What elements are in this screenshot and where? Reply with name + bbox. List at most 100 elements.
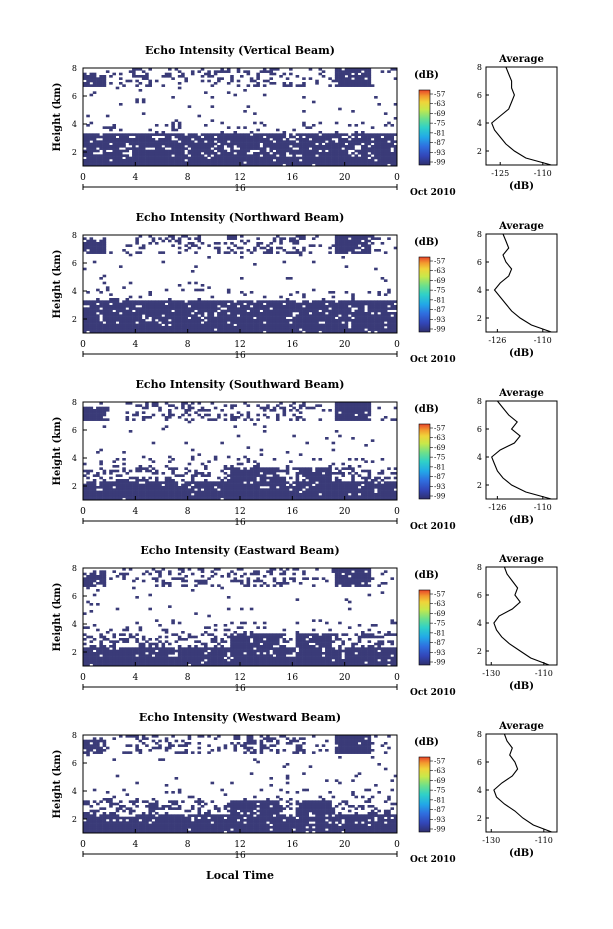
echo-cell [383,159,388,162]
echo-cell [344,82,349,85]
echo-cell [259,453,264,456]
echo-cell [243,145,247,148]
echo-cell [230,237,234,240]
echo-cell [344,79,349,83]
echo-cell [197,302,202,306]
echo-cell [112,152,117,155]
echo-cell [334,430,339,433]
echo-cell [367,149,372,153]
echo-cell [262,425,267,428]
echo-cell [213,493,218,496]
echo-cell [344,249,349,252]
echo-cell [295,321,300,324]
echo-cell [266,312,270,315]
echo-cell [272,133,277,136]
echo-cell [256,142,260,146]
echo-cell [298,467,303,470]
echo-cell [347,79,352,83]
echo-cell [213,70,218,73]
echo-cell [253,490,257,494]
echo-cell [210,133,215,136]
echo-cell [328,300,332,303]
echo-cell [308,328,313,331]
echo-cell [118,490,123,494]
echo-cell [99,661,103,664]
echo-cell [184,418,188,421]
echo-cell [115,133,120,136]
echo-cell [311,488,316,491]
echo-cell [230,152,234,155]
echo-cell [99,140,103,143]
echo-cell [148,649,152,653]
echo-cell [351,293,355,296]
echo-cell [285,142,290,146]
echo-cell [266,307,270,310]
echo-cell [92,72,97,76]
echo-cell [200,495,205,498]
echo-cell [393,156,398,160]
echo-cell [210,483,215,487]
echo-cell [243,486,247,489]
echo-cell [259,163,264,167]
echo-cell [168,156,172,160]
echo-cell [321,476,326,480]
echo-cell [302,467,306,470]
echo-cell [184,467,188,470]
echo-cell [102,305,107,308]
echo-cell [325,326,329,329]
echo-cell [249,490,254,494]
average-profile-line [491,400,552,500]
echo-cell [141,406,146,410]
echo-cell [341,249,345,252]
echo-cell [86,326,90,329]
echo-cell [331,300,336,303]
echo-cell [164,309,169,313]
echo-cell [99,305,103,308]
echo-cell [112,302,117,306]
echo-cell [246,314,251,317]
echo-cell [112,147,117,150]
echo-cell [292,163,296,167]
average-frame [485,66,558,166]
echo-cell [217,316,221,320]
echo-cell [151,568,156,571]
echo-cell [318,469,323,473]
echo-cell [262,309,267,313]
echo-cell [220,135,224,139]
echo-cell [122,654,126,657]
echo-cell [298,142,303,146]
echo-cell [141,328,146,331]
echo-cell [194,305,198,308]
echo-cell [331,244,336,247]
average-x-label: (dB) [509,348,534,359]
echo-cell [154,316,159,320]
echo-cell [171,330,175,334]
echo-cell [112,323,117,327]
echo-cell [171,96,175,99]
echo-cell [168,161,172,164]
echo-cell [279,163,283,167]
echo-cell [331,147,336,150]
echo-cell [122,488,126,491]
echo-cell [275,149,280,153]
echo-cell [112,135,117,139]
echo-cell [109,476,113,480]
echo-cell [207,330,211,334]
echo-cell [236,472,241,475]
echo-cell [344,418,349,421]
echo-cell [272,474,277,477]
echo-cell [334,235,339,238]
echo-cell [364,326,368,329]
echo-cell [380,309,385,313]
echo-cell [315,305,319,308]
echo-cell [302,124,306,127]
echo-cell [318,418,323,421]
echo-cell [240,142,244,146]
echo-cell [354,486,359,489]
echo-cell [311,330,316,334]
echo-cell [99,575,103,578]
echo-cell [112,316,117,320]
echo-cell [89,603,94,606]
echo-cell [243,319,247,322]
echo-cell [86,244,90,247]
